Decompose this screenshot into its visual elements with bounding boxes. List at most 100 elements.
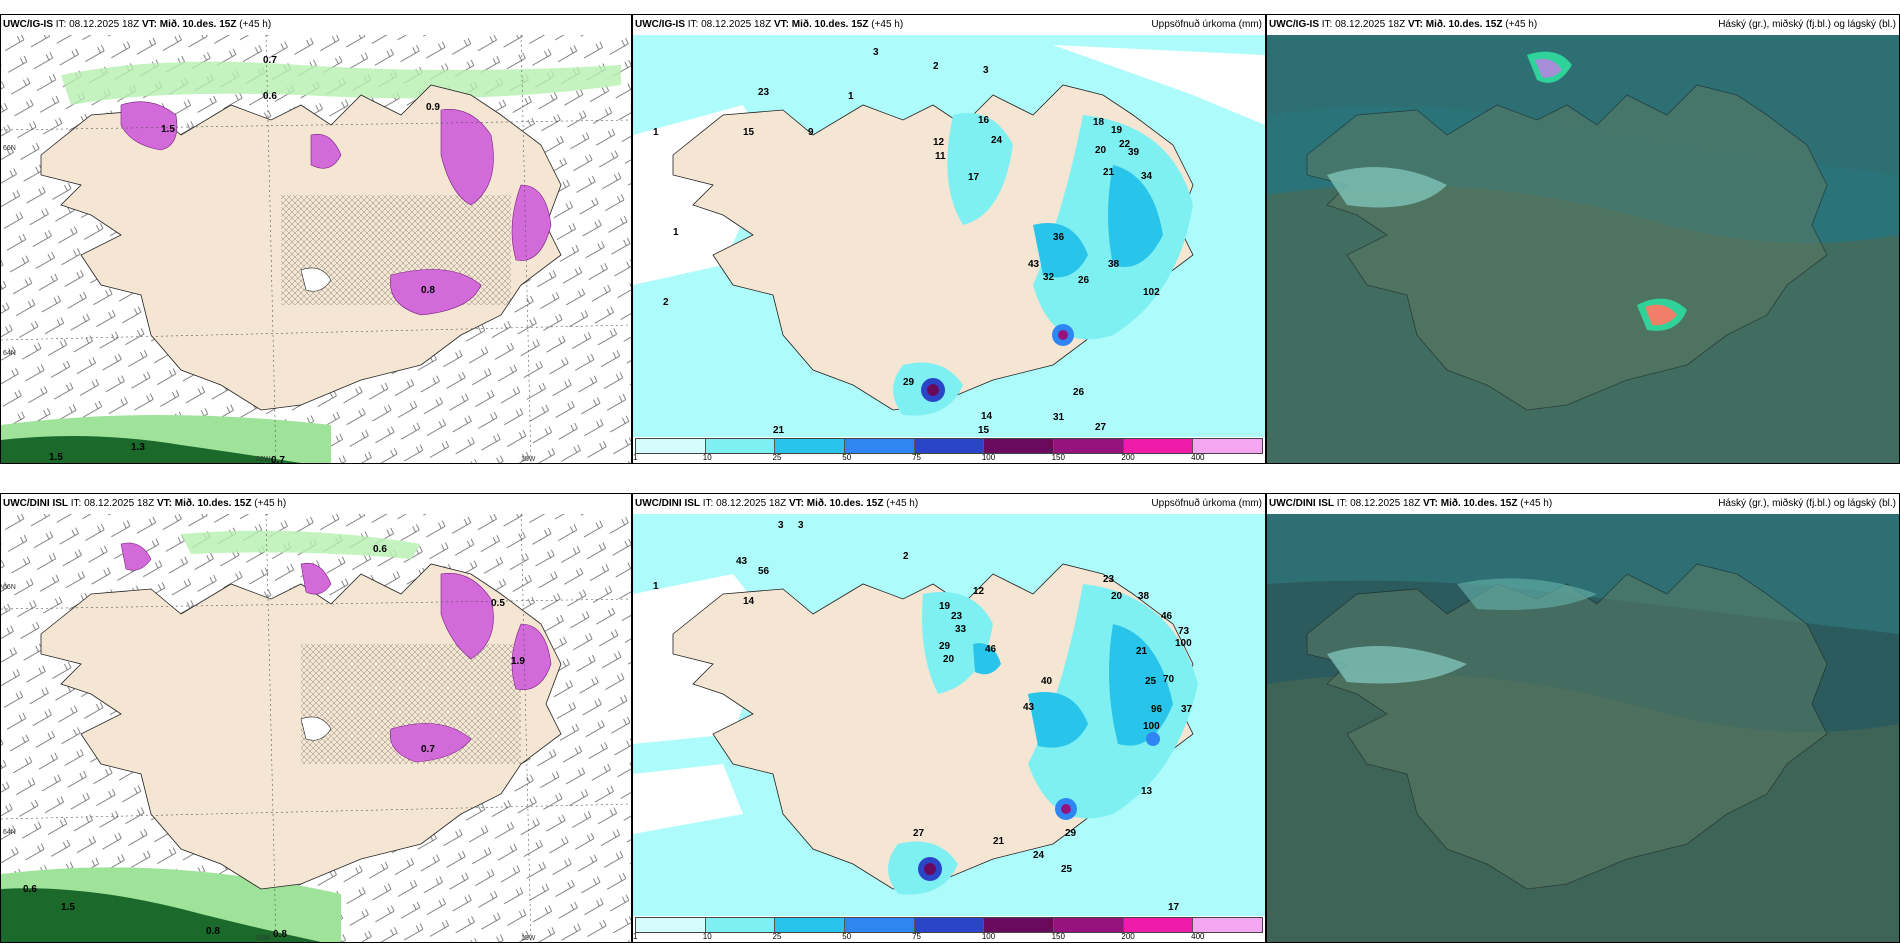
map-label: 0.6 <box>373 544 387 555</box>
map-label: 56 <box>758 566 770 577</box>
wind-map: 66N 64N 20W 15W 0.7 0.6 0.9 1.5 1.3 1.5 … <box>1 35 631 463</box>
precip-map: 3 2 3 1 1 2 1 23 15 9 12 16 24 11 17 18 … <box>633 35 1265 437</box>
legend-swatch <box>705 918 776 932</box>
cloud-map <box>1267 514 1899 942</box>
map-label: 0.6 <box>23 884 37 895</box>
map-label: 23 <box>1103 574 1115 585</box>
legend-swatch <box>845 918 915 932</box>
legend-tick: 25 <box>772 932 782 941</box>
legend-swatch <box>914 918 985 932</box>
legend-tick: 200 <box>1121 932 1135 941</box>
map-label: 18 <box>1093 117 1105 128</box>
map-label: 17 <box>968 172 980 183</box>
legend-swatch <box>775 918 846 932</box>
legend-colorbar <box>635 438 1263 454</box>
map-label: 3 <box>983 65 989 76</box>
legend-swatch <box>705 439 776 453</box>
map-label: 34 <box>1141 171 1153 182</box>
map-label: 96 <box>1151 704 1163 715</box>
legend-swatch <box>636 918 706 932</box>
precip-legend: 1 10 25 50 75 100 150 200 400 <box>633 437 1265 463</box>
map-label: 1 <box>653 581 659 592</box>
map-label: 25 <box>1145 676 1157 687</box>
map-label: 2 <box>663 297 669 308</box>
map-label: 22 <box>1119 139 1131 150</box>
map-label: 43 <box>1023 702 1035 713</box>
wind-map: 66N 64N 20W 15W 0.6 0.6 0.8 0.8 1.5 1.9 … <box>1 514 631 942</box>
legend-swatch <box>1054 918 1124 932</box>
legend-tick: 150 <box>1051 453 1065 462</box>
map-label: 12 <box>973 586 985 597</box>
axis-label-64n: 64N <box>3 350 16 357</box>
map-label: 0.8 <box>273 929 287 940</box>
map-label: 38 <box>1108 259 1120 270</box>
map-label: 14 <box>981 411 993 422</box>
legend-swatch <box>1123 918 1194 932</box>
map-label: 0.9 <box>426 102 440 113</box>
legend-tick: 100 <box>981 453 996 462</box>
map-label: 100 <box>1143 721 1160 732</box>
map-label: 1 <box>848 91 854 102</box>
map-label: 20 <box>943 654 955 665</box>
green-band-north <box>61 61 621 105</box>
map-label: 20 <box>1111 591 1123 602</box>
map-label: 43 <box>736 556 748 567</box>
legend-tick: 400 <box>1191 932 1205 941</box>
map-panel-wind-dini: UWC/DINI ISL IT: 08.12.2025 18Z VT: Mið.… <box>0 493 632 943</box>
precip-area-north <box>947 113 1013 225</box>
map-label: 0.7 <box>421 744 435 755</box>
map-label: 43 <box>1028 259 1040 270</box>
map-label: 0.7 <box>271 455 285 463</box>
legend-swatch <box>1193 918 1263 932</box>
legend-tick: 1 <box>633 453 638 462</box>
map-label: 3 <box>778 520 784 531</box>
legend-tick: 75 <box>912 453 921 462</box>
legend-tick: 100 <box>981 932 996 941</box>
snow-southeast <box>390 269 482 316</box>
snow-east <box>511 184 552 261</box>
map-label: 21 <box>773 425 785 436</box>
map-label: 3 <box>798 520 804 531</box>
map-label: 102 <box>1143 287 1160 298</box>
panel-title: UWC/DINI ISL IT: 08.12.2025 18Z VT: Mið.… <box>1 494 631 514</box>
map-label: 16 <box>978 115 990 126</box>
legend-tick: 25 <box>772 453 782 462</box>
map-label: 36 <box>1053 232 1065 243</box>
snow-center <box>310 133 342 169</box>
legend-swatch <box>845 439 915 453</box>
map-panel-wind-igis: UWC/IG-IS IT: 08.12.2025 18Z VT: Mið. 10… <box>0 14 632 464</box>
map-label: 14 <box>743 596 755 607</box>
precip-legend: 1 10 25 50 75 100 150 200 400 <box>633 916 1265 942</box>
map-label: 46 <box>1161 611 1173 622</box>
legend-swatch <box>775 439 846 453</box>
map-label: 24 <box>991 135 1003 146</box>
legend-tick: 10 <box>702 453 712 462</box>
map-label: 29 <box>939 641 951 652</box>
map-label: 1 <box>673 227 679 238</box>
axis-label-66n: 66N <box>3 145 16 152</box>
map-label: 1 <box>653 127 659 138</box>
map-label: 26 <box>1078 275 1090 286</box>
map-label: 0.6 <box>263 91 277 102</box>
snow-north <box>440 108 494 206</box>
map-panel-precip-igis: UWC/IG-IS IT: 08.12.2025 18Z VT: Mið. 10… <box>632 14 1266 464</box>
map-label: 2 <box>903 551 909 562</box>
legend-swatch <box>914 439 985 453</box>
map-label: 32 <box>1043 272 1055 283</box>
map-label: 1.3 <box>131 442 145 453</box>
map-label: 15 <box>743 127 755 138</box>
map-label: 46 <box>985 644 997 655</box>
map-label: 1.9 <box>511 656 525 667</box>
map-label: 23 <box>951 611 963 622</box>
map-label: 27 <box>1095 422 1107 433</box>
map-label: 21 <box>1103 167 1115 178</box>
map-label: 19 <box>939 601 951 612</box>
map-label: 21 <box>1136 646 1148 657</box>
map-panel-clouds-dini: UWC/DINI ISL IT: 08.12.2025 18Z VT: Mið.… <box>1266 493 1900 943</box>
axis-label-64n: 64N <box>3 829 16 836</box>
map-label: 21 <box>993 836 1005 847</box>
legend-swatch <box>636 439 706 453</box>
map-label: 37 <box>1181 704 1193 715</box>
map-label: 33 <box>955 624 967 635</box>
map-panel-precip-dini: UWC/DINI ISL IT: 08.12.2025 18Z VT: Mið.… <box>632 493 1266 943</box>
